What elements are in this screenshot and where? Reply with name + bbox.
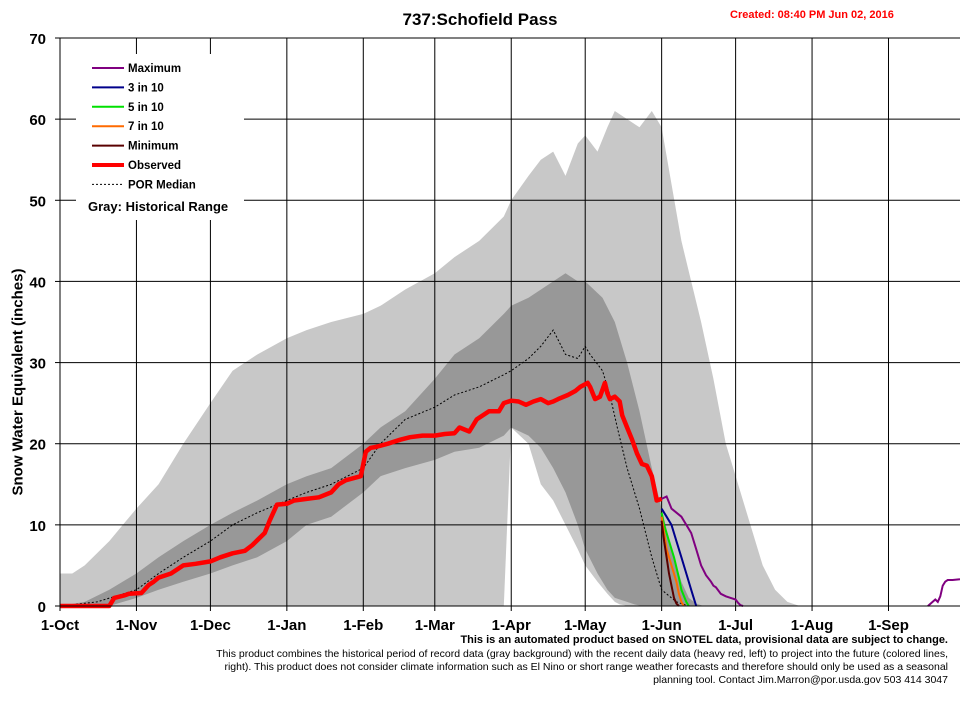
- projection-line: [927, 578, 960, 607]
- legend-note: Gray: Historical Range: [88, 199, 228, 214]
- legend-label: Observed: [128, 160, 181, 172]
- legend-label: Maximum: [128, 63, 181, 75]
- x-tick-label: 1-Oct: [41, 617, 79, 634]
- chart-title: 737:Schofield Pass: [402, 10, 558, 29]
- x-tick-label: 1-Mar: [415, 617, 455, 634]
- observed-line: [60, 380, 663, 609]
- historical-range-bands: [60, 111, 960, 606]
- x-tick-label: 1-Dec: [190, 617, 231, 634]
- projection-line: [660, 520, 680, 607]
- legend-label: Minimum: [128, 141, 178, 153]
- grid-lines: [60, 37, 960, 606]
- legend: Maximum 3 in 10 5 in 10 7 in 10 Minimum Obser…: [76, 54, 244, 220]
- projection-line: [660, 512, 690, 607]
- footnote-disclaimer: This is an automated product based on SN…: [460, 634, 948, 646]
- x-tick-label: 1-May: [564, 617, 607, 634]
- axes: 0 10 20 30 40 50 60 70 1-Oct 1-Nov 1-Dec 1-Jan 1-Feb…: [29, 31, 960, 634]
- y-tick-label: 0: [38, 599, 46, 616]
- x-tick-label: 1-Nov: [116, 617, 158, 634]
- y-tick-label: 10: [29, 518, 46, 535]
- series-lines: [59, 329, 960, 609]
- created-timestamp: Created: 08:40 PM Jun 02, 2016: [730, 9, 894, 21]
- x-tick-label: 1-Jun: [642, 617, 682, 634]
- legend-label: 7 in 10: [128, 121, 164, 133]
- projection-line: [660, 508, 698, 607]
- x-tick-label: 1-Jul: [718, 617, 753, 634]
- y-tick-label: 70: [29, 31, 46, 48]
- historical-range-inner: [60, 273, 704, 606]
- projection-line: [660, 516, 685, 607]
- median-line: [59, 329, 702, 607]
- legend-label: 5 in 10: [128, 102, 164, 114]
- legend-box: [76, 54, 244, 220]
- x-tick-label: 1-Apr: [492, 617, 531, 634]
- x-tick-label: 1-Jan: [267, 617, 306, 634]
- x-tick-label: 1-Sep: [868, 617, 909, 634]
- y-tick-label: 20: [29, 437, 46, 454]
- x-tick-label: 1-Aug: [791, 617, 834, 634]
- x-tick-label: 1-Feb: [343, 617, 383, 634]
- y-tick-label: 60: [29, 112, 46, 129]
- y-tick-label: 30: [29, 356, 46, 373]
- legend-label: POR Median: [128, 179, 196, 191]
- y-tick-label: 40: [29, 274, 46, 291]
- projection-line: [661, 495, 744, 607]
- y-tick-label: 50: [29, 193, 46, 210]
- legend-label: 3 in 10: [128, 82, 164, 94]
- footnote-description: This product combines the historical per…: [216, 648, 948, 686]
